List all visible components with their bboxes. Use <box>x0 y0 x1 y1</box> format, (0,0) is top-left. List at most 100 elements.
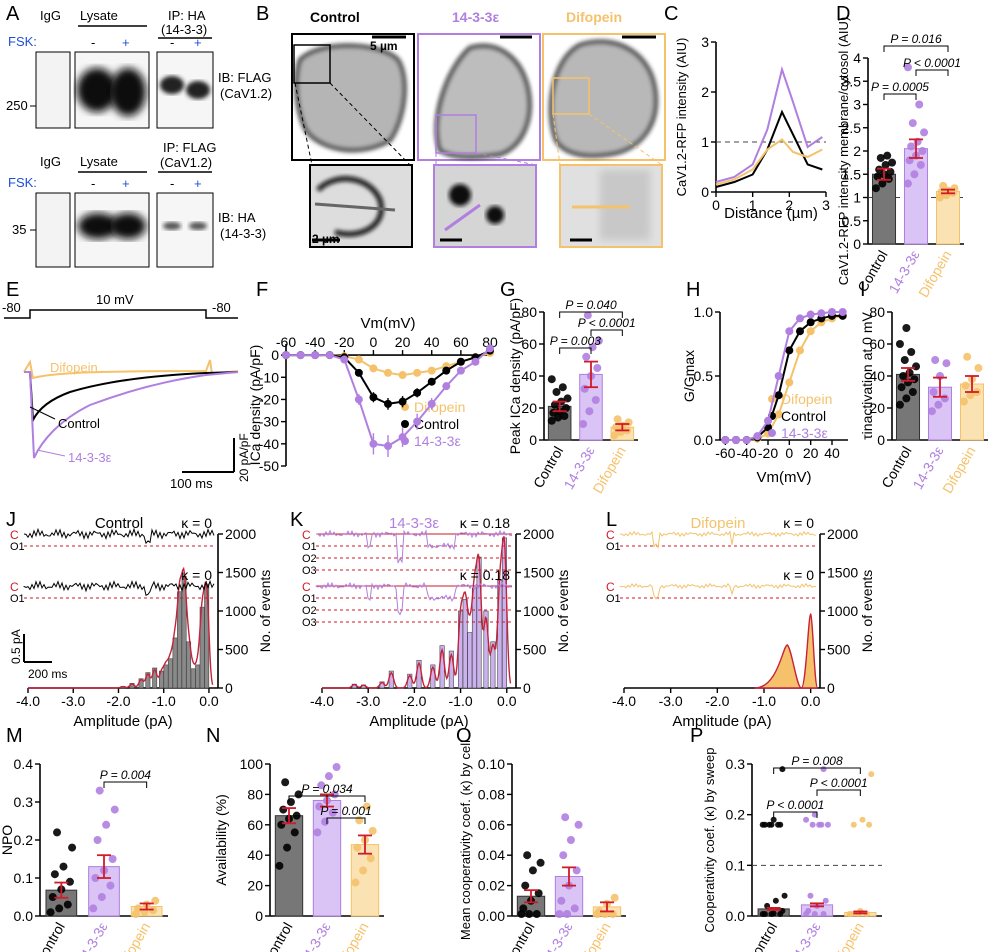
label-eps: 14-3-3ε <box>68 450 112 465</box>
y-tick-label: 0 <box>827 680 835 696</box>
y-tick-label: 0.0 <box>694 432 714 448</box>
data-point <box>770 816 777 823</box>
data-point <box>366 854 375 863</box>
significance-bracket <box>883 93 917 100</box>
data-point <box>918 147 927 155</box>
kappa-label: κ = 0.18 <box>460 567 510 583</box>
data-point <box>282 351 290 360</box>
data-point <box>595 907 604 916</box>
y-tick-label: 0.0 <box>14 908 34 924</box>
y-tick-label: 0.2 <box>14 832 34 848</box>
y-tick-label: -30 <box>259 414 279 430</box>
data-point <box>959 397 968 406</box>
data-point <box>313 828 322 837</box>
cell-eps <box>435 44 532 159</box>
panel-label-d: D <box>836 3 850 25</box>
x-tick-label: -1.0 <box>752 693 776 709</box>
data-point <box>902 394 911 403</box>
y-tick-label: 80 <box>521 304 537 320</box>
histogram-bar <box>172 637 178 689</box>
data-point <box>521 881 530 890</box>
legend-label: 14-3-3ε <box>781 425 828 441</box>
data-point <box>275 861 284 870</box>
x-tick-label: -2.0 <box>705 693 729 709</box>
y-tick-label: 1 <box>701 134 709 150</box>
band <box>77 68 117 112</box>
y-tick-label: 80 <box>869 304 885 320</box>
data-point <box>317 781 326 790</box>
y-tick-label: 1500 <box>523 565 554 581</box>
y-tick-label: 0.3 <box>726 756 746 772</box>
data-point <box>785 327 794 336</box>
y-tick-label: 1500 <box>827 565 858 581</box>
histogram-bar <box>190 668 196 689</box>
data-point <box>561 404 570 412</box>
trace-title: Control <box>95 515 143 532</box>
data-point <box>876 153 885 162</box>
chart-h-activation: -60 -40 -20 0 20 40 0.0 0.5 1.0 Vm(mV) G/Gmax Difop… <box>681 304 848 486</box>
x-tick-label: -3.0 <box>356 693 380 709</box>
blot-igg-bottom <box>35 192 71 268</box>
data-point <box>807 892 814 899</box>
open-level-label: O3 <box>302 617 317 629</box>
ip-target-bottom: (CaV1.2) <box>160 155 212 170</box>
data-point <box>296 351 305 360</box>
data-point <box>838 308 847 316</box>
data-point <box>774 391 783 400</box>
data-point <box>761 911 768 917</box>
linescan-eps <box>444 203 481 232</box>
data-point <box>580 384 589 393</box>
x-tick-label: 0 <box>712 197 720 213</box>
trace-control <box>24 371 239 424</box>
significance-bracket <box>915 69 949 76</box>
data-point <box>106 881 115 890</box>
kappa-label: κ = 0.18 <box>460 515 510 531</box>
y-tick-label: 60 <box>521 336 537 352</box>
histogram-bar <box>467 632 473 689</box>
data-point <box>534 889 543 898</box>
histogram-bar <box>483 610 489 689</box>
data-point <box>359 866 368 875</box>
y-tick-label: 0.5 <box>694 368 714 384</box>
data-point <box>555 910 564 918</box>
chart-j-control-histogram: -4.0 -3.0 -2.0 -1.0 0.0 0 500 1000 1500 2000 Ampli… <box>9 515 273 730</box>
data-point <box>536 858 545 867</box>
scale-label-bottom: 2 µm <box>312 232 340 246</box>
band <box>160 76 184 94</box>
data-point <box>593 364 602 372</box>
panel-label-a: A <box>6 3 20 25</box>
y-tick-label: 4 <box>853 50 861 66</box>
data-point <box>550 400 559 409</box>
x-tick-label: -60 <box>276 334 296 350</box>
legend-label: 14-3-3ε <box>414 433 461 449</box>
data-point <box>398 397 407 406</box>
y-tick-label: 2000 <box>225 526 256 542</box>
igg-label-top: IgG <box>40 8 61 23</box>
x-tick-label: -2.0 <box>106 693 130 709</box>
fsk-label-bottom: FSK: <box>8 175 37 190</box>
data-point <box>963 352 972 361</box>
category-label-1: 14-3-3ε <box>73 920 110 952</box>
x-tick-label: 40 <box>824 445 840 461</box>
band <box>78 213 118 239</box>
y-axis-label: CaV1.2-RFP intensity (AIU) <box>674 38 689 197</box>
data-point <box>774 410 783 419</box>
y-tick-label: 3 <box>701 34 709 50</box>
data-point <box>570 904 579 913</box>
open-level-label: O2 <box>302 553 317 565</box>
y-tick-label: 3 <box>853 97 861 113</box>
y-tick-label: 20 <box>247 878 263 894</box>
significance-bracket <box>326 817 366 824</box>
data-point <box>779 907 786 914</box>
closed-level-label: C <box>302 580 311 594</box>
legend-label: Difopein <box>414 399 465 415</box>
data-point <box>108 855 117 863</box>
category-label-2: Difopein <box>114 920 154 952</box>
data-point <box>519 904 528 913</box>
voltage-protocol <box>4 309 238 319</box>
data-point <box>828 308 836 316</box>
y-tick-label: 0 <box>877 432 885 448</box>
data-point <box>471 357 480 366</box>
y-tick-label: 0 <box>255 908 263 924</box>
